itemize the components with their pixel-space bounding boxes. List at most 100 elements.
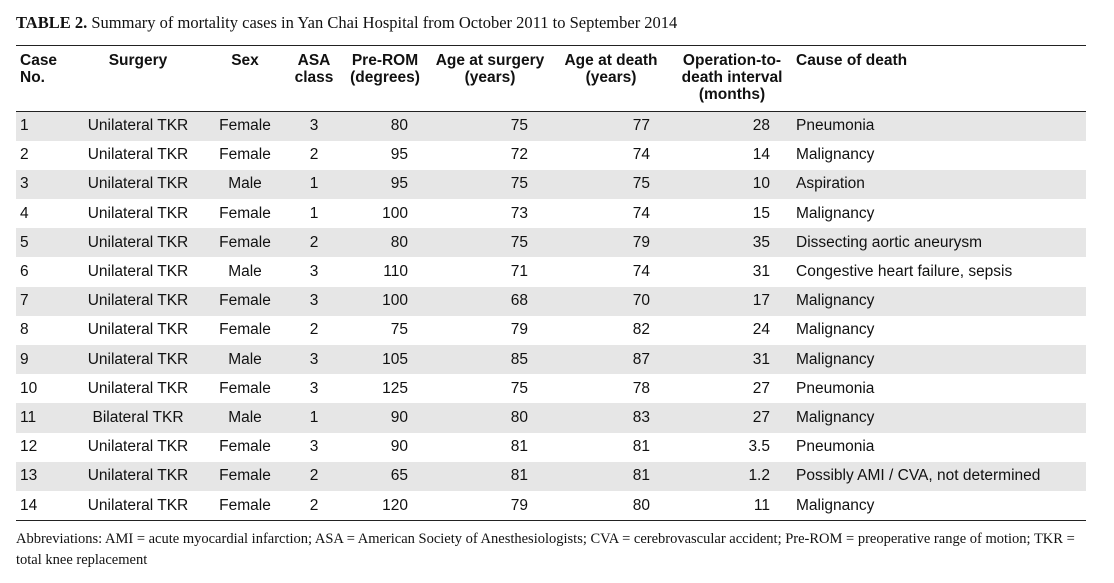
cell-sex: Male: [228, 350, 262, 368]
cell-asa-class: 3: [309, 438, 319, 456]
cell-cause-of-death: Pneumonia: [796, 438, 875, 456]
cell-age-at-surgery: 71: [510, 263, 528, 281]
cell-case-no: 6: [20, 263, 29, 281]
cell-asa-class: 1: [309, 175, 319, 193]
cell-case-no: 9: [20, 350, 29, 368]
cell-interval: 14: [752, 146, 770, 164]
cell-age-at-surgery: 75: [510, 175, 528, 193]
table-row: 1 Unilateral TKR Female 3 80 75 77 28 Pneumonia: [16, 111, 1086, 141]
top-rule: [16, 45, 1086, 46]
cell-cause-of-death: Malignancy: [796, 321, 875, 339]
cell-pre-rom: 90: [390, 438, 408, 456]
header-sex: Sex: [231, 52, 259, 69]
cell-age-at-death: 82: [632, 321, 650, 339]
cell-age-at-surgery: 75: [510, 379, 528, 397]
cell-pre-rom: 90: [390, 408, 408, 426]
table-row: 7 Unilateral TKR Female 3 100 68 70 17 Malignanc…: [16, 286, 1086, 316]
cell-surgery: Unilateral TKR: [87, 467, 189, 485]
cell-surgery: Bilateral TKR: [92, 408, 184, 426]
cell-pre-rom: 95: [390, 175, 408, 193]
cell-asa-class: 1: [309, 204, 319, 222]
table-row: 12 Unilateral TKR Female 3 90 81 81 3.5 Pneumoni…: [16, 433, 1086, 462]
header-case-no: Case No.: [20, 52, 58, 86]
cell-surgery: Unilateral TKR: [87, 263, 189, 281]
cell-age-at-surgery: 75: [510, 117, 528, 135]
table-row: 8 Unilateral TKR Female 2 75 79 82 24 Malignancy: [16, 316, 1086, 345]
cell-case-no: 10: [20, 379, 38, 397]
cell-cause-of-death: Malignancy: [796, 496, 875, 514]
cell-surgery: Unilateral TKR: [87, 117, 189, 135]
cell-interval: 10: [752, 175, 770, 193]
cell-case-no: 4: [20, 204, 29, 222]
header-asa-class: ASA class: [294, 52, 334, 86]
table-row: 11 Bilateral TKR Male 1 90 80 83 27 Malignancy: [16, 403, 1086, 433]
cell-surgery: Unilateral TKR: [87, 496, 189, 514]
cell-pre-rom: 100: [382, 292, 408, 310]
cell-case-no: 2: [20, 146, 29, 164]
cell-cause-of-death: Malignancy: [796, 204, 875, 222]
cell-asa-class: 3: [309, 117, 319, 135]
table-header: Case No. Surgery Sex ASA class Pre-ROM (…: [16, 46, 1086, 111]
cell-age-at-surgery: 81: [510, 438, 528, 456]
cell-age-at-death: 79: [632, 233, 650, 251]
cell-age-at-surgery: 79: [510, 321, 528, 339]
cell-cause-of-death: Congestive heart failure, sepsis: [796, 263, 1013, 281]
cell-pre-rom: 120: [382, 496, 408, 514]
table-row: 6 Unilateral TKR Male 3 110 71 74 31 Congestive …: [16, 257, 1086, 286]
cell-sex: Female: [219, 496, 271, 514]
cell-sex: Male: [228, 175, 262, 193]
cell-sex: Female: [219, 233, 271, 251]
cell-pre-rom: 110: [383, 263, 408, 281]
header-age-at-death: Age at death (years): [564, 52, 658, 86]
cell-age-at-surgery: 79: [510, 496, 528, 514]
cell-cause-of-death: Dissecting aortic aneurysm: [796, 233, 983, 251]
cell-case-no: 7: [20, 292, 29, 310]
table-row: 13 Unilateral TKR Female 2 65 81 81 1.2 Possibly…: [16, 461, 1086, 491]
table-row: 2 Unilateral TKR Female 2 95 72 74 14 Malignancy: [16, 141, 1086, 170]
cell-age-at-surgery: 80: [510, 408, 528, 426]
table-title: Summary of mortality cases in Yan Chai H…: [91, 13, 678, 32]
bottom-rule: [16, 520, 1086, 522]
cell-sex: Female: [219, 204, 271, 222]
mortality-table: Case No. Surgery Sex ASA class Pre-ROM (…: [16, 46, 1086, 520]
table-row: 9 Unilateral TKR Male 3 105 85 87 31 Malignancy: [16, 345, 1086, 375]
cell-asa-class: 3: [309, 263, 319, 281]
cell-cause-of-death: Malignancy: [796, 292, 875, 310]
cell-case-no: 5: [20, 233, 29, 251]
cell-interval: 27: [752, 408, 770, 426]
cell-surgery: Unilateral TKR: [87, 350, 189, 368]
cell-surgery: Unilateral TKR: [87, 438, 189, 456]
table-row: 14 Unilateral TKR Female 2 120 79 80 11 Malignan…: [16, 491, 1086, 520]
cell-surgery: Unilateral TKR: [87, 321, 189, 339]
cell-interval: 15: [752, 204, 770, 222]
cell-asa-class: 2: [309, 496, 319, 514]
cell-interval: 17: [752, 292, 770, 310]
cell-asa-class: 2: [309, 146, 319, 164]
cell-sex: Female: [219, 292, 271, 310]
table-row: 10 Unilateral TKR Female 3 125 75 78 27 Pneumoni…: [16, 374, 1086, 403]
cell-age-at-death: 87: [632, 350, 650, 368]
cell-sex: Female: [219, 438, 271, 456]
cell-age-at-surgery: 75: [510, 233, 528, 251]
table-footnote: Abbreviations: AMI = acute myocardial in…: [16, 531, 1075, 569]
cell-age-at-death: 74: [632, 146, 650, 164]
cell-interval: 31: [752, 263, 770, 281]
cell-interval: 28: [752, 117, 770, 135]
table-body: 1 Unilateral TKR Female 3 80 75 77 28 Pneumonia 2…: [16, 110, 1086, 520]
cell-age-at-death: 74: [632, 204, 650, 222]
cell-asa-class: 2: [309, 321, 319, 339]
cell-pre-rom: 80: [390, 117, 408, 135]
cell-case-no: 12: [20, 438, 38, 456]
cell-asa-class: 2: [309, 233, 319, 251]
cell-surgery: Unilateral TKR: [87, 146, 189, 164]
table-figure: TABLE 2. Summary of mortality cases in Y…: [16, 10, 1086, 571]
cell-asa-class: 3: [309, 292, 319, 310]
cell-interval: 27: [752, 379, 770, 397]
cell-case-no: 11: [20, 408, 37, 426]
cell-surgery: Unilateral TKR: [87, 175, 189, 193]
cell-age-at-surgery: 72: [510, 146, 528, 164]
cell-pre-rom: 65: [390, 467, 408, 485]
header-pre-rom: Pre-ROM (degrees): [350, 52, 420, 86]
cell-asa-class: 3: [309, 350, 319, 368]
header-cause-of-death: Cause of death: [796, 52, 908, 69]
